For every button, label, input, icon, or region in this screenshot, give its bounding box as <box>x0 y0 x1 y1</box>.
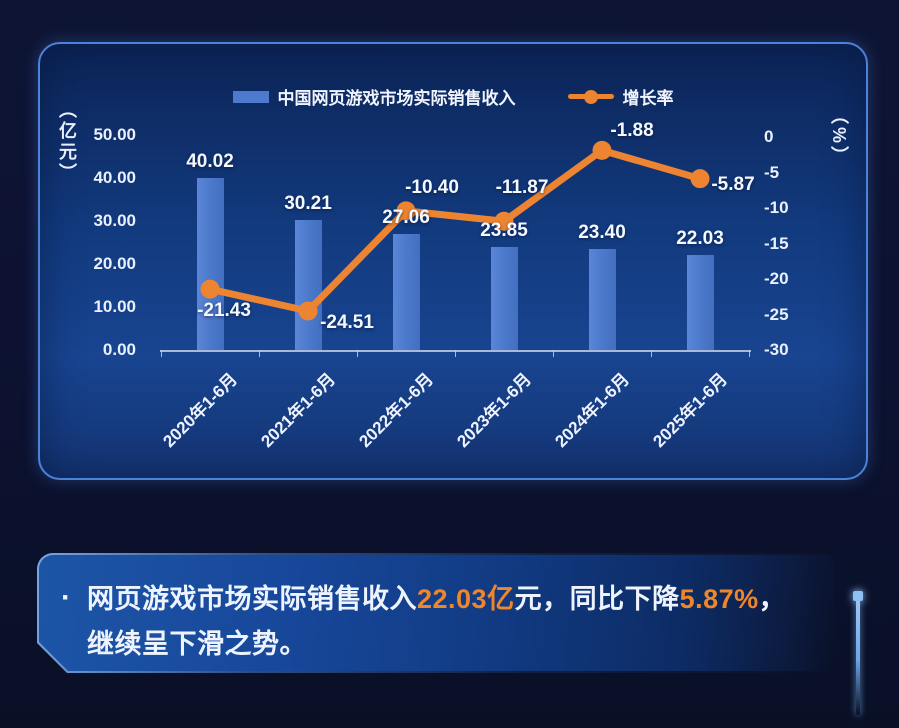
revenue-bar-value-label: 23.40 <box>578 222 626 244</box>
summary-panel: · 网页游戏市场实际销售收入22.03亿元，同比下降5.87%，继续呈下滑之势。 <box>37 553 835 673</box>
line-series-swatch-icon <box>567 89 614 104</box>
growth-value-label: -5.87 <box>711 173 755 195</box>
x-axis-tick <box>357 350 358 357</box>
x-axis-tick <box>553 350 554 357</box>
left-axis-tick: 10.00 <box>93 297 136 316</box>
growth-point <box>298 301 318 321</box>
growth-point <box>690 169 710 189</box>
growth-value-label: -24.51 <box>320 312 374 334</box>
summary-segment: ，继续呈下滑之势。 <box>87 584 787 659</box>
revenue-bar-value-label: 27.06 <box>382 206 430 228</box>
right-axis-tick: -25 <box>764 304 789 324</box>
line-dot-icon <box>583 89 598 104</box>
legend-item-revenue: 中国网页游戏市场实际销售收入 <box>232 84 516 109</box>
summary-segment: 网页游戏市场实际销售收入 <box>87 584 417 614</box>
summary-highlight: 5.87% <box>679 584 759 614</box>
growth-line <box>206 146 704 315</box>
left-axis-tick: 0.00 <box>102 340 136 359</box>
revenue-bar-value-label: 23.85 <box>480 220 528 242</box>
left-axis-title: （亿元） <box>57 100 77 184</box>
right-axis-tick: -10 <box>764 198 789 217</box>
left-axis-tick: 50.00 <box>93 125 136 144</box>
summary-text: 网页游戏市场实际销售收入22.03亿元，同比下降5.87%，继续呈下滑之势。 <box>87 577 803 667</box>
right-axis-tick: -5 <box>764 162 780 182</box>
legend-growth-label: 增长率 <box>622 89 674 108</box>
summary-highlight: 22.03亿 <box>417 584 515 614</box>
revenue-bar <box>490 247 518 350</box>
accent-scroll-knob <box>853 591 863 601</box>
left-axis-tick: 20.00 <box>93 254 136 273</box>
x-axis-tick <box>749 350 750 357</box>
legend-revenue-label: 中国网页游戏市场实际销售收入 <box>277 89 516 108</box>
right-axis-tick: 0 <box>764 127 774 146</box>
chart-legend: 中国网页游戏市场实际销售收入 增长率 <box>40 84 866 109</box>
summary-segment: 元，同比下降 <box>514 584 680 614</box>
growth-point <box>200 279 220 299</box>
bullet-icon: · <box>61 581 71 614</box>
left-axis-tick: 30.00 <box>93 211 136 230</box>
x-axis-line <box>160 350 751 352</box>
revenue-bar-value-label: 30.21 <box>284 193 332 215</box>
revenue-bar-value-label: 40.02 <box>186 150 234 172</box>
growth-line-layer <box>200 140 710 321</box>
right-axis-tick: -20 <box>764 269 789 288</box>
right-axis-tick: -15 <box>764 233 789 253</box>
revenue-bar <box>686 255 714 350</box>
revenue-bar-value-label: 22.03 <box>676 228 724 250</box>
growth-point <box>396 201 416 221</box>
x-axis-tick <box>651 350 652 357</box>
growth-value-label: -21.43 <box>197 300 251 322</box>
growth-value-label: -1.88 <box>610 120 654 142</box>
left-axis-tick: 40.00 <box>93 168 136 187</box>
revenue-bar <box>294 220 322 350</box>
growth-value-label: -11.87 <box>495 177 549 199</box>
right-axis-tick: -30 <box>764 340 789 359</box>
growth-value-label: -10.40 <box>405 176 459 198</box>
revenue-bar <box>196 177 224 350</box>
growth-point <box>592 140 612 160</box>
summary-panel-background <box>39 555 833 671</box>
growth-point <box>494 211 514 231</box>
x-axis-tick <box>161 350 162 357</box>
revenue-bar <box>392 233 420 350</box>
bar-series-swatch-icon <box>232 90 269 103</box>
revenue-bar <box>588 249 616 350</box>
x-axis-tick <box>259 350 260 357</box>
x-axis-tick <box>455 350 456 357</box>
chart-panel: 中国网页游戏市场实际销售收入 增长率 （亿元） （%） 50.00 40.00 30… <box>38 42 868 480</box>
legend-item-growth: 增长率 <box>567 84 674 109</box>
accent-scroll-line <box>856 591 860 715</box>
right-axis-title: （%） <box>829 106 849 168</box>
